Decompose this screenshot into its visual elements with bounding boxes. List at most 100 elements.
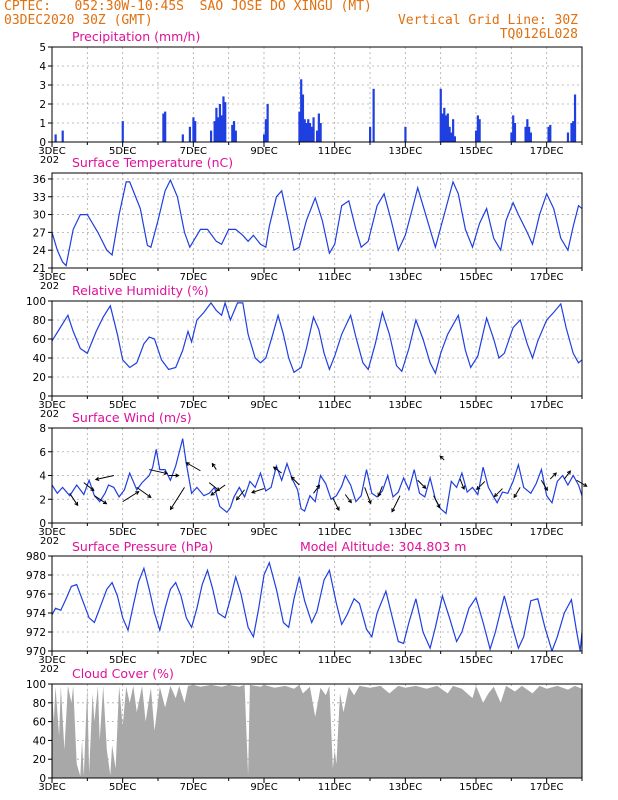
x-year-label: 202: [40, 281, 59, 292]
wind-arrowhead: [552, 472, 557, 477]
x-tick-label: 13DEC: [388, 272, 422, 283]
precip-bar: [441, 113, 444, 142]
precip-bar: [510, 132, 513, 142]
wind-vector: [83, 482, 95, 492]
wind-arrowhead: [391, 508, 396, 513]
precip-bar: [372, 88, 375, 142]
plot-frame: [51, 555, 583, 652]
wind-vector: [417, 479, 427, 489]
wind-arrowhead: [211, 462, 216, 468]
precip-bar: [404, 126, 407, 142]
x-tick-label: 3DEC: [38, 655, 65, 666]
y-tick-label: 27: [33, 227, 46, 239]
y-tick-label: 6: [39, 447, 46, 459]
y-tick-label: 20: [33, 372, 46, 384]
x-tick-label: 5DEC: [109, 272, 136, 283]
precip-bar: [308, 123, 312, 142]
x-tick-label: 11DEC: [318, 400, 352, 411]
x-tick-label: 3DEC: [38, 146, 65, 157]
precip-bar: [570, 123, 573, 142]
x-tick-label: 17DEC: [530, 527, 564, 538]
y-tick-label: 0: [39, 137, 46, 149]
precip-bar: [566, 132, 570, 142]
wind-vector: [459, 478, 465, 490]
cloud-cover-area: [52, 684, 582, 778]
wind-vector: [290, 476, 300, 486]
precip-bar: [572, 121, 575, 142]
precip-bar: [61, 130, 64, 142]
wind-vector: [208, 482, 220, 492]
wind-arrowhead: [422, 484, 427, 489]
x-tick-label: 9DEC: [250, 782, 277, 793]
y-tick-label: 100: [26, 296, 46, 308]
x-tick-label: 7DEC: [180, 272, 207, 283]
wind-vector: [236, 489, 245, 501]
precip-bar: [524, 126, 527, 142]
precip-bar: [192, 117, 195, 142]
wind-arrowhead: [335, 506, 340, 511]
wind-vector: [251, 488, 265, 494]
wind-vector: [211, 463, 217, 470]
y-tick-label: 976: [26, 589, 46, 601]
x-year-label: 202: [40, 155, 59, 166]
precip-bar: [528, 126, 531, 142]
x-tick-label: 13DEC: [388, 782, 422, 793]
wind-arrowhead: [215, 487, 221, 492]
wind-arrowhead: [185, 462, 190, 466]
x-tick-label: 15DEC: [459, 146, 493, 157]
x-tick-label: 9DEC: [250, 527, 277, 538]
precip-bar: [310, 126, 313, 142]
precip-bar: [316, 130, 319, 142]
wind-arrowhead: [251, 489, 256, 494]
x-tick-label: 17DEC: [530, 782, 564, 793]
precip-bar: [298, 111, 301, 142]
x-tick-label: 9DEC: [250, 146, 277, 157]
precip-bar: [301, 94, 305, 142]
y-tick-label: 0: [39, 773, 46, 785]
wind-vector: [149, 469, 168, 475]
x-tick-label: 11DEC: [318, 655, 352, 666]
y-tick-label: 21: [33, 263, 46, 275]
precip-bar: [512, 115, 515, 142]
wind-vector: [344, 494, 352, 503]
precip-bar: [443, 107, 446, 142]
y-tick-label: 60: [33, 334, 46, 346]
y-tick-label: 36: [33, 174, 47, 186]
precip-bar: [549, 124, 552, 142]
precip-bar: [54, 134, 57, 142]
y-tick-label: 0: [39, 518, 46, 530]
x-tick-label: 13DEC: [388, 146, 422, 157]
precip-bar: [224, 102, 227, 142]
wind-vector: [391, 495, 401, 512]
header-grid-line: Vertical Grid Line: 30Z: [397, 13, 578, 28]
panel-title: Surface Wind (m/s): [72, 410, 192, 425]
wind-vector: [513, 487, 521, 498]
wind-vector: [186, 462, 201, 472]
x-tick-label: 3DEC: [38, 400, 65, 411]
plot-frame: [51, 683, 583, 779]
precip-bar: [213, 121, 216, 142]
y-tick-label: 5: [39, 42, 46, 54]
wind-arrowhead: [461, 485, 466, 491]
wind-arrowhead: [169, 505, 174, 511]
precip-bar: [300, 79, 303, 142]
precip-bar: [573, 94, 577, 142]
x-tick-label: 5DEC: [109, 655, 136, 666]
wind-arrowhead: [367, 499, 372, 505]
precip-bar: [526, 119, 529, 142]
wind-vector: [136, 486, 152, 498]
y-tick-label: 974: [26, 608, 46, 620]
y-tick-label: 3: [39, 80, 46, 92]
x-tick-label: 17DEC: [530, 655, 564, 666]
y-tick-label: 1: [39, 118, 46, 130]
precip-bar: [439, 88, 442, 142]
wind-vector: [476, 481, 486, 490]
x-tick-label: 13DEC: [388, 527, 422, 538]
panel-title: Precipitation (mm/h): [72, 29, 200, 44]
x-year-label: 202: [40, 536, 59, 547]
wind-vector: [433, 495, 441, 508]
wind-vector: [549, 472, 557, 480]
precip-bar: [317, 113, 320, 142]
precip-bar: [218, 104, 222, 142]
